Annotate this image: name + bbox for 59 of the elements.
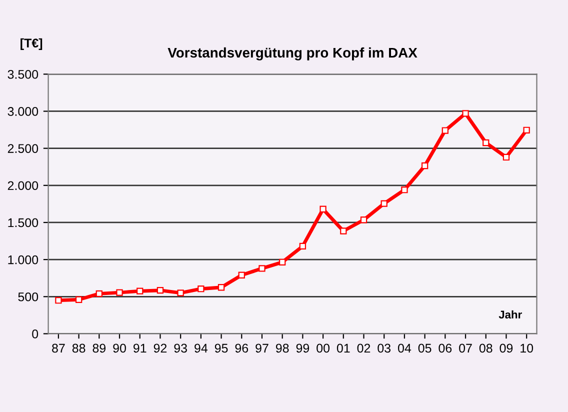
x-tick-label: 09 [500,344,513,353]
y-tick-label: 1.500 [8,218,38,228]
x-tick-label: 00 [316,344,330,353]
x-tick-label: 88 [72,344,86,353]
point [502,154,510,161]
point [198,286,204,292]
x-tick-label: 91 [134,344,146,353]
x-tick-label: 89 [92,344,106,353]
y-tick-label: 3.000 [8,107,38,116]
x-tick-label: 87 [52,344,65,353]
point [340,228,347,234]
y-tick-label: 0 [32,330,38,338]
x-tick-label: 01 [336,344,350,353]
point [238,272,245,278]
point [442,127,448,134]
x-axis-title: Jahr [498,310,522,319]
x-tick-label: 08 [479,344,492,353]
point [401,186,408,194]
point [421,162,428,170]
x-tick-label: 94 [194,344,208,353]
point [177,290,184,296]
point [523,126,530,134]
x-tick-label: 98 [276,344,289,353]
x-tick-label: 04 [398,344,412,353]
x-tick-label: 95 [214,344,228,353]
point [258,265,266,272]
y-tick-label: 1.000 [8,255,38,264]
x-tick-label: 90 [113,344,126,353]
y-axis-title: [T€] [20,38,42,50]
point [96,290,102,298]
point [136,288,144,294]
x-tick-label: 06 [438,344,452,353]
point [320,206,326,212]
x-tick-label: 96 [235,344,248,353]
x-tick-label: 93 [174,344,187,353]
point [55,297,62,304]
x-tick-label: 92 [154,344,167,353]
x-tick-label: 07 [459,344,472,353]
point [380,200,388,207]
y-tick-label: 2.000 [8,181,38,190]
point [279,258,286,266]
point [462,110,469,117]
x-tick-label: 97 [256,344,268,353]
x-tick-label: 10 [520,344,534,353]
y-tick-label: 3.500 [8,70,38,79]
point [218,284,225,291]
point [482,139,490,146]
point [360,216,368,224]
point [156,287,164,294]
point [299,242,306,250]
y-tick-label: 500 [18,292,38,302]
x-tick-label: 05 [418,344,432,353]
chart-title: Vorstandsvergütung pro Kopf im DAX [168,47,418,60]
x-tick-label: 02 [357,344,370,353]
point [75,296,82,303]
x-tick-label: 03 [378,344,391,353]
y-tick-label: 2.500 [8,144,38,153]
point [116,289,123,296]
x-tick-label: 99 [296,344,310,353]
